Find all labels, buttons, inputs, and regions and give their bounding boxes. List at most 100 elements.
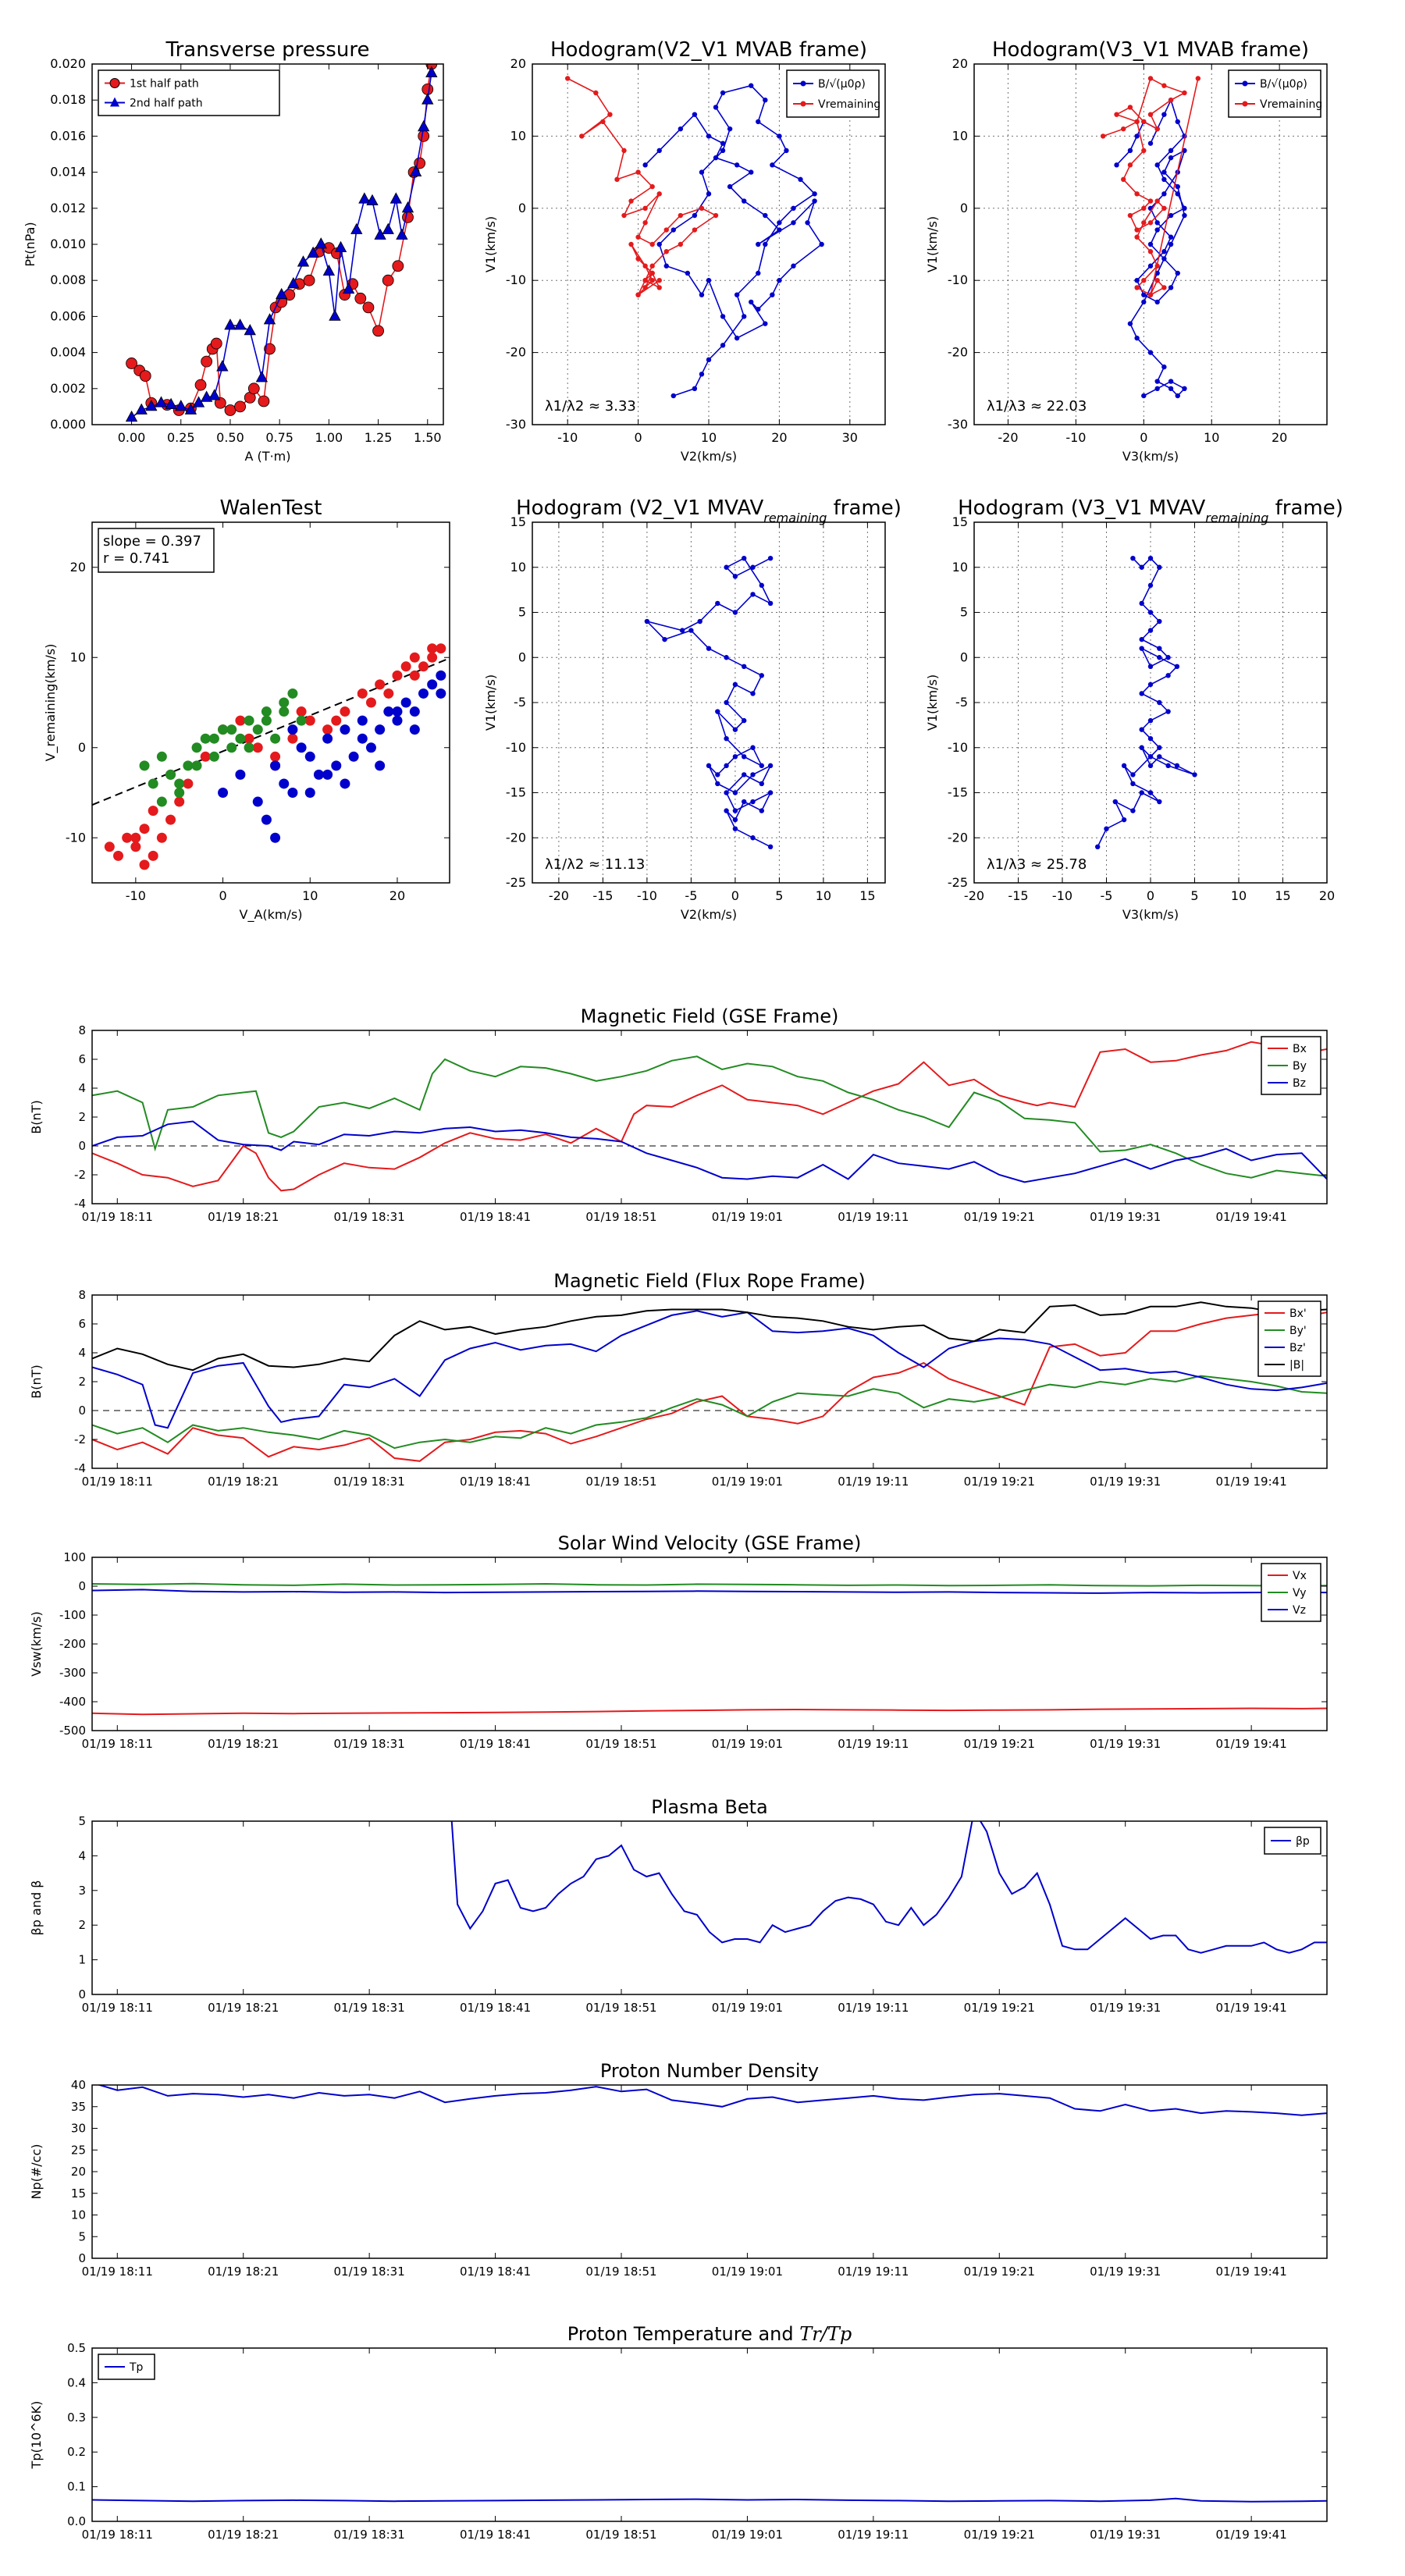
y-tick-label: 4: [78, 1081, 86, 1095]
data-point: [392, 260, 404, 272]
data-point: [1147, 292, 1154, 297]
x-tick-label: 20: [389, 888, 405, 903]
data-point: [235, 733, 246, 744]
data-point: [720, 90, 726, 96]
data-point: [427, 652, 438, 663]
series-line: [450, 1821, 1327, 1954]
data-point: [422, 83, 434, 95]
y-axis-label: V1(km/s): [925, 216, 940, 272]
data-point: [287, 724, 298, 735]
data-point: [322, 733, 333, 744]
chart-title: Hodogram (V2_V1 MVAVremaining frame): [516, 496, 902, 525]
data-point: [635, 234, 641, 240]
data-point: [1134, 191, 1140, 197]
data-point: [732, 574, 738, 579]
data-point: [1182, 90, 1187, 96]
series-z: [218, 670, 446, 843]
data-point: [1134, 285, 1140, 290]
data-point: [692, 212, 698, 219]
x-tick-label: 01/19 18:21: [208, 2265, 279, 2279]
data-point: [365, 697, 376, 708]
data-point: [699, 372, 705, 377]
data-point: [724, 699, 729, 706]
data-point: [313, 769, 324, 780]
y-tick-label: 20: [952, 56, 968, 71]
legend-label: Bx': [1289, 1308, 1307, 1320]
data-point: [1134, 133, 1140, 139]
data-point: [287, 733, 298, 744]
x-tick-label: -5: [1101, 888, 1113, 903]
x-tick-label: -10: [1052, 888, 1072, 903]
data-point: [679, 628, 685, 633]
y-tick-label: 0: [518, 649, 526, 664]
data-point: [145, 400, 158, 411]
data-point: [1141, 393, 1147, 399]
data-point: [649, 278, 655, 283]
chart-title: Magnetic Field (GSE Frame): [581, 1005, 839, 1027]
series-series-0: [1095, 556, 1197, 850]
y-tick-label: 0: [78, 1579, 86, 1593]
x-tick-label: 01/19 18:41: [460, 2528, 531, 2542]
y-tick-label: -20: [506, 345, 526, 360]
data-point: [663, 263, 669, 269]
data-point: [593, 90, 599, 96]
data-point: [1161, 83, 1167, 88]
data-point: [706, 646, 712, 651]
series-b-0-: [1114, 98, 1187, 399]
data-point: [713, 105, 719, 110]
data-point: [357, 715, 368, 726]
data-point: [732, 790, 738, 795]
y-tick-label: -4: [74, 1197, 86, 1211]
x-tick-label: 01/19 18:31: [334, 1210, 405, 1224]
data-point: [600, 119, 606, 125]
data-point: [759, 808, 764, 813]
series-2nd-half-path: [125, 66, 438, 422]
data-point: [678, 241, 684, 247]
data-point: [1134, 234, 1140, 240]
legend-label: |B|: [1289, 1359, 1304, 1372]
data-point: [1147, 198, 1154, 204]
data-point: [749, 169, 754, 175]
data-point: [697, 618, 702, 624]
data-point: [1147, 664, 1154, 669]
data-point: [296, 742, 307, 753]
data-point: [763, 241, 768, 247]
data-point: [210, 337, 222, 350]
data-point: [396, 228, 408, 240]
x-tick-label: 01/19 18:21: [208, 1210, 279, 1224]
data-point: [322, 724, 333, 735]
data-point: [436, 670, 446, 681]
x-tick-label: 15: [859, 888, 875, 903]
y-tick-label: 10: [71, 2208, 86, 2222]
data-point: [374, 228, 386, 240]
x-tick-label: 01/19 18:51: [585, 1737, 656, 1751]
data-point: [1139, 691, 1144, 696]
data-point: [148, 778, 158, 789]
x-tick-label: 0.50: [216, 430, 244, 445]
y-tick-label: -4: [74, 1461, 86, 1475]
y-tick-label: 0.3: [67, 2411, 86, 2425]
data-point: [270, 733, 281, 744]
legend-label: Vremaining: [1260, 98, 1322, 111]
legend-label: Bx: [1293, 1043, 1307, 1055]
x-tick-label: 01/19 18:21: [208, 1475, 279, 1489]
data-point: [791, 263, 796, 269]
data-point: [805, 220, 810, 226]
x-tick-label: 01/19 19:11: [838, 2528, 909, 2542]
data-point: [436, 688, 446, 699]
y-tick-label: -300: [59, 1666, 86, 1680]
data-point: [1147, 754, 1154, 760]
x-tick-label: 01/19 19:01: [712, 1210, 783, 1224]
data-point: [1154, 379, 1160, 384]
plot-frame: [973, 63, 1328, 425]
series-vremaining: [565, 76, 719, 297]
data-point: [270, 751, 281, 762]
y-axis-label: B(nT): [29, 1100, 44, 1133]
chart-title: Proton Number Density: [600, 2060, 819, 2082]
data-point: [1114, 162, 1119, 168]
series-bx: [92, 1041, 1327, 1192]
data-point: [1127, 212, 1133, 219]
x-tick-label: 01/19 19:41: [1216, 2265, 1287, 2279]
y-tick-label: -15: [506, 785, 526, 800]
data-point: [777, 133, 782, 139]
